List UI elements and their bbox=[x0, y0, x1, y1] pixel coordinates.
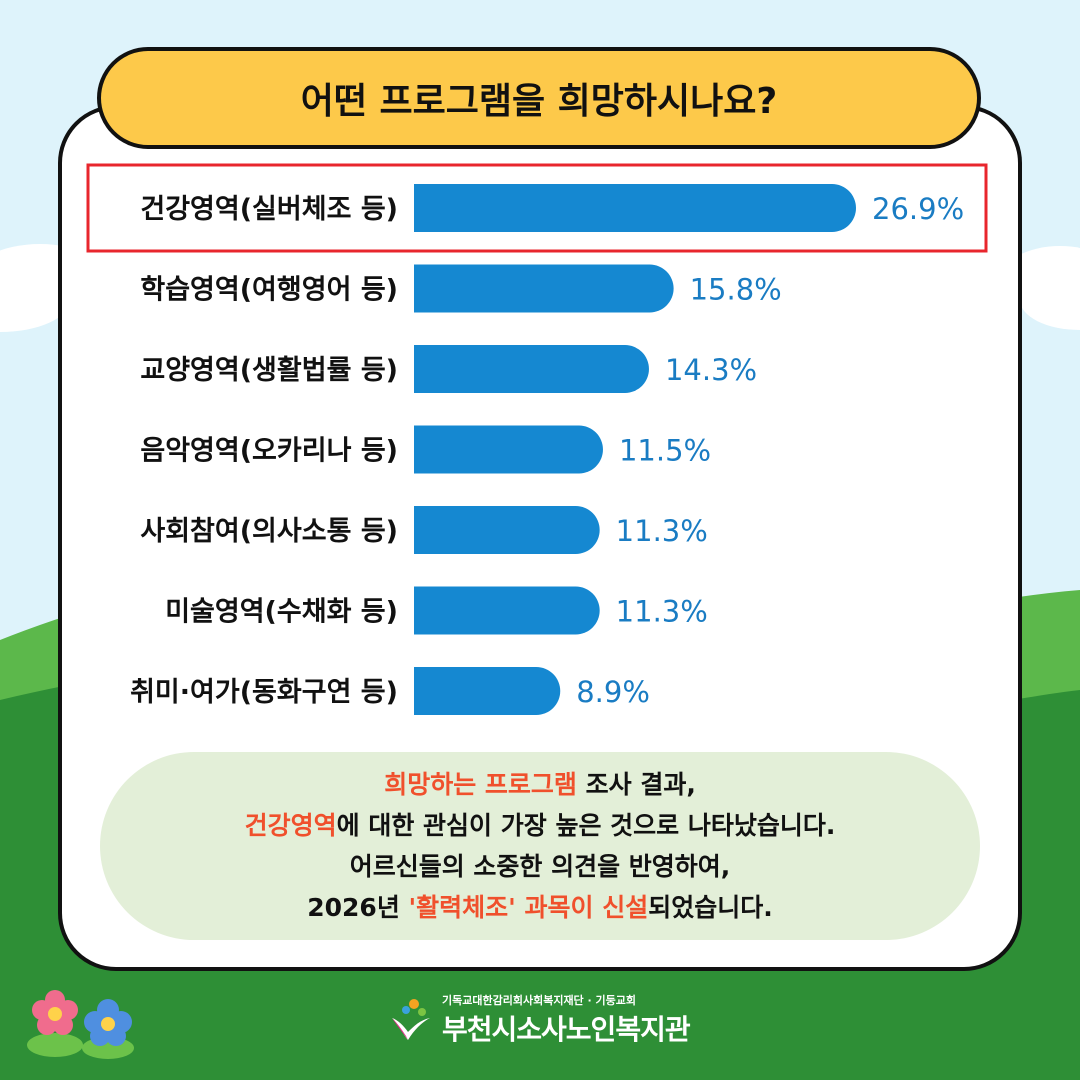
summary-box: 희망하는 프로그램 조사 결과, 건강영역에 대한 관심이 가장 높은 것으로 … bbox=[100, 752, 980, 940]
category-label: 건강영역(실버체조 등) bbox=[140, 194, 398, 225]
category-label: 미술영역(수채화 등) bbox=[165, 597, 398, 628]
bar bbox=[414, 506, 600, 554]
category-label: 취미·여가(동화구연 등) bbox=[130, 677, 398, 708]
organization-subtitle: 기독교대한감리회사회복지재단 · 기둥교회 bbox=[442, 994, 637, 1007]
summary-text-1: 조사 결과, bbox=[576, 770, 696, 799]
summary-line-1: 희망하는 프로그램 조사 결과, bbox=[384, 764, 696, 805]
bar-chart: 건강영역(실버체조 등) 26.9% 학습영역(여행영어 등) 15.8% 교양영역(생… bbox=[86, 163, 988, 715]
bar bbox=[414, 667, 561, 715]
bar bbox=[414, 264, 674, 313]
bar bbox=[414, 345, 649, 393]
category-label: 음악영역(오카리나 등) bbox=[140, 436, 398, 467]
summary-line-4: 2026년 '활력체조' 과목이 신설되었습니다. bbox=[307, 887, 773, 928]
summary-line-2: 건강영역에 대한 관심이 가장 높은 것으로 나타났습니다. bbox=[245, 805, 836, 846]
value-label: 11.5% bbox=[619, 434, 711, 468]
flower-pink-icon bbox=[27, 990, 83, 1057]
value-label: 14.3% bbox=[665, 353, 757, 387]
value-label: 11.3% bbox=[616, 514, 708, 548]
highlight-box bbox=[86, 163, 988, 253]
summary-line-3: 어르신들의 소중한 의견을 반영하여, bbox=[349, 852, 731, 881]
organization-name: 부천시소사노인복지관 bbox=[442, 1013, 691, 1046]
bar bbox=[414, 425, 603, 474]
summary-text-4b: 되었습니다. bbox=[648, 893, 773, 922]
category-label: 사회참여(의사소통 등) bbox=[140, 516, 398, 547]
foundation-name: 기독교대한감리회사회복지재단 bbox=[442, 994, 584, 1007]
summary-highlight-1: 희망하는 프로그램 bbox=[384, 770, 577, 799]
summary-text-2: 에 대한 관심이 가장 높은 것으로 나타났습니다. bbox=[336, 811, 836, 840]
footer-logo: 기독교대한감리회사회복지재단 · 기둥교회 부천시소사노인복지관 bbox=[386, 990, 716, 1050]
category-label: 교양영역(생활법률 등) bbox=[140, 355, 398, 386]
page-title: 어떤 프로그램을 희망하시나요? bbox=[97, 47, 981, 149]
category-label: 학습영역(여행영어 등) bbox=[140, 275, 398, 306]
value-label: 26.9% bbox=[872, 192, 964, 226]
summary-highlight-4: '활력체조' 과목이 신설 bbox=[408, 893, 649, 922]
summary-highlight-2: 건강영역 bbox=[244, 811, 337, 840]
flower-blue-icon bbox=[82, 999, 134, 1059]
bar bbox=[414, 586, 600, 635]
summary-text-4a: 2026년 bbox=[307, 893, 409, 922]
value-label: 15.8% bbox=[690, 273, 782, 307]
bar bbox=[414, 184, 856, 232]
organization-logo-icon bbox=[392, 999, 430, 1040]
value-label: 11.3% bbox=[616, 595, 708, 629]
church-name: 기둥교회 bbox=[595, 994, 637, 1007]
value-label: 8.9% bbox=[576, 675, 650, 709]
